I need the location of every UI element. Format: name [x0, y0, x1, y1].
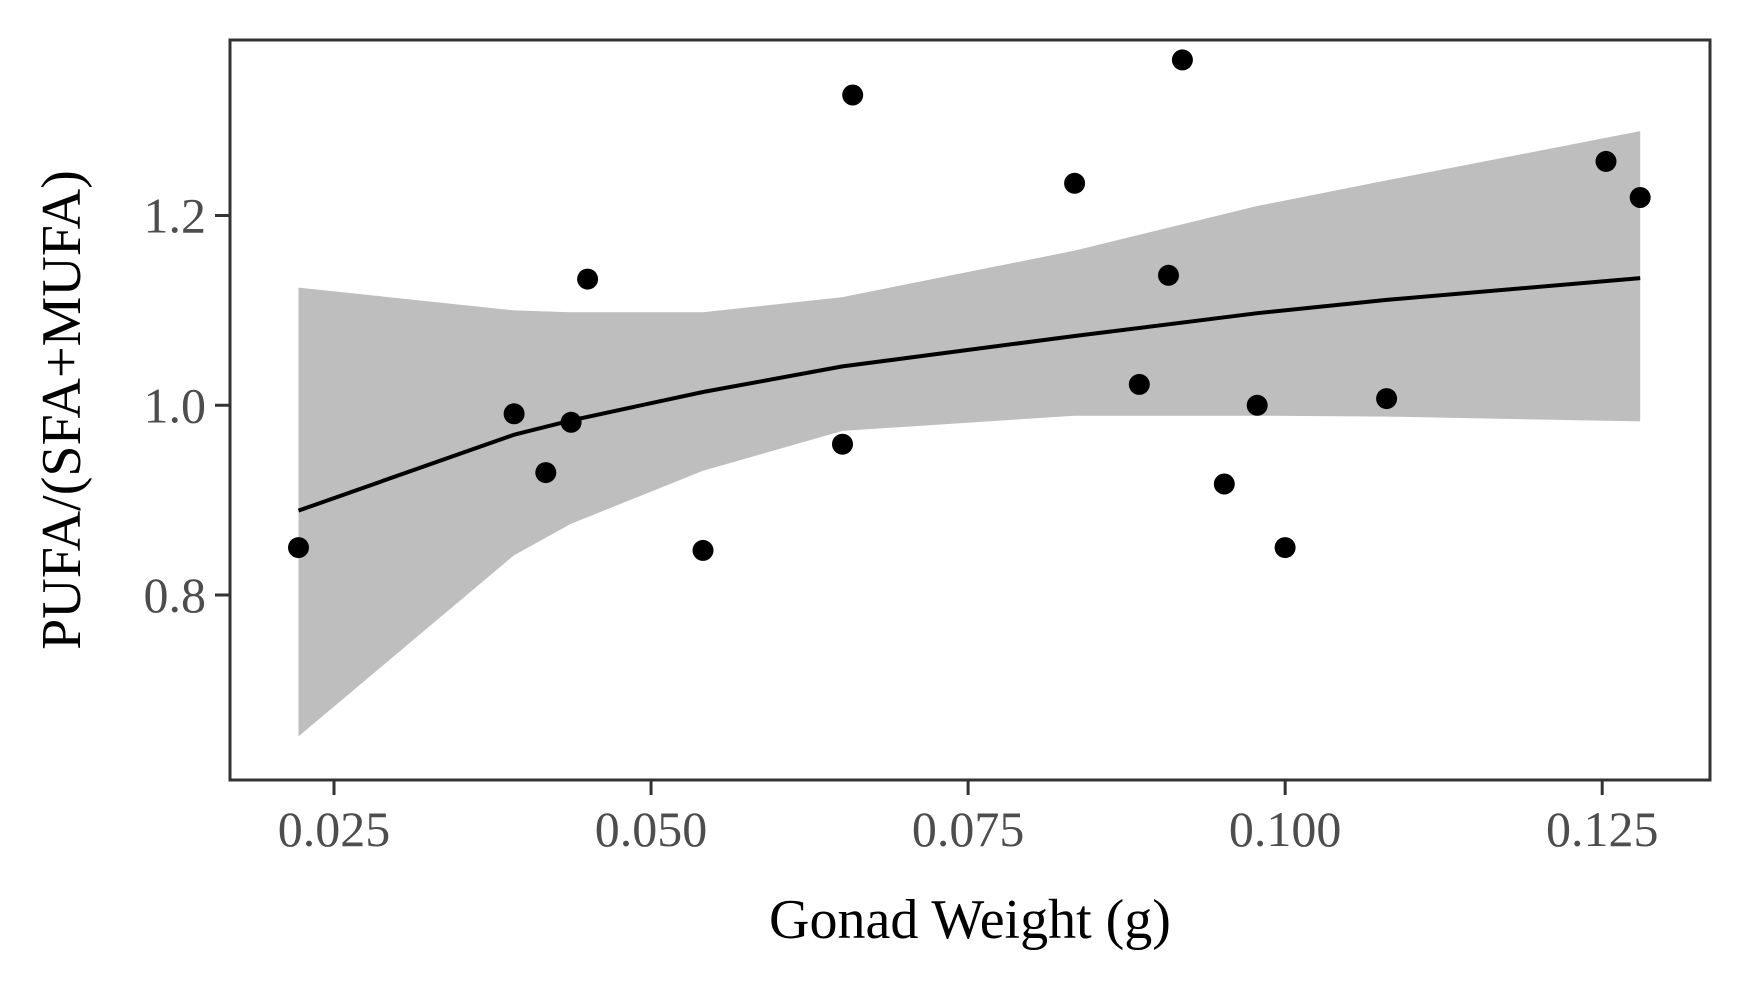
data-point: [1246, 394, 1268, 416]
data-point: [577, 268, 599, 290]
y-tick-label: 1.2: [144, 188, 207, 244]
x-tick-label: 0.125: [1546, 801, 1659, 857]
data-point: [1595, 150, 1617, 172]
data-point: [1376, 388, 1398, 410]
data-point: [842, 84, 864, 106]
data-point: [503, 403, 525, 425]
points-layer: [288, 49, 1651, 561]
data-point: [535, 462, 557, 484]
data-point: [288, 537, 309, 559]
confidence-band: [298, 131, 1641, 737]
trend-line: [297, 276, 1641, 513]
data-point: [1213, 473, 1235, 495]
x-tick-label: 0.075: [912, 801, 1025, 857]
data-point: [1171, 49, 1193, 71]
data-point: [1064, 172, 1086, 194]
x-tick-label: 0.025: [278, 801, 391, 857]
x-axis-title: Gonad Weight (g): [769, 889, 1171, 951]
data-point: [560, 411, 582, 433]
y-axis: 0.8 1.0 1.2: [144, 188, 229, 623]
x-axis: 0.025 0.050 0.075 0.100 0.125: [278, 781, 1659, 857]
data-point: [1274, 537, 1296, 559]
data-point: [832, 433, 853, 455]
x-tick-label: 0.100: [1229, 801, 1342, 857]
data-point: [1128, 373, 1150, 395]
y-axis-title: PUFA/(SFA+MUFA): [31, 170, 93, 650]
data-point: [1629, 187, 1651, 208]
panel-border: [228, 38, 1712, 782]
y-tick-label: 0.8: [144, 567, 207, 623]
data-point: [1158, 264, 1179, 286]
x-tick-label: 0.050: [595, 801, 708, 857]
data-point: [692, 539, 714, 561]
y-tick-label: 1.0: [144, 377, 207, 433]
confidence-band-layer: [298, 131, 1641, 737]
trend-line-layer: [297, 276, 1641, 513]
